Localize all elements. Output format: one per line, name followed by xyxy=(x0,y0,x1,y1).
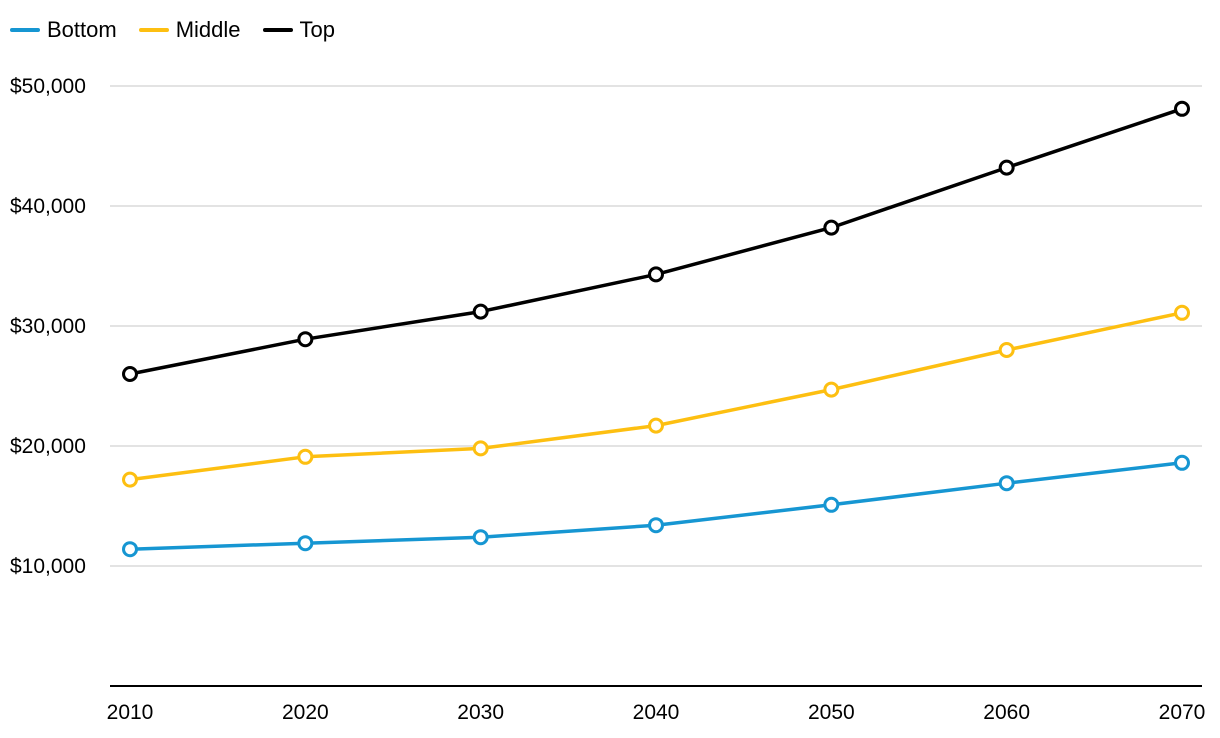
legend-item-middle: Middle xyxy=(138,16,241,44)
data-point-bottom-2020 xyxy=(297,535,314,552)
data-point-bottom-2060 xyxy=(998,475,1015,492)
legend-swatch-bottom xyxy=(10,28,40,32)
data-point-middle-2020 xyxy=(297,448,314,465)
y-tick-label: $40,000 xyxy=(10,195,86,218)
legend-item-bottom: Bottom xyxy=(10,16,117,44)
y-tick-label: $50,000 xyxy=(10,75,86,98)
series-line-top xyxy=(129,107,1183,376)
data-point-bottom-2040 xyxy=(648,517,664,534)
y-axis-ticks: $10,000 $20,000 $30,000 $40,000 $50,000 xyxy=(10,75,86,578)
data-point-top-2040 xyxy=(648,266,664,283)
x-tick-label: 2070 xyxy=(1159,701,1206,724)
series-points xyxy=(122,100,1190,558)
legend-label-bottom: Bottom xyxy=(47,17,117,42)
chart-legend: Bottom Middle Top xyxy=(10,16,357,44)
data-point-middle-2060 xyxy=(998,342,1015,358)
data-point-top-2010 xyxy=(122,366,138,382)
data-point-bottom-2030 xyxy=(472,529,489,546)
y-tick-label: $30,000 xyxy=(10,315,86,338)
x-tick-label: 2010 xyxy=(107,701,154,724)
x-axis-ticks: 2010 2020 2030 2040 2050 2060 2070 xyxy=(107,701,1206,724)
data-point-bottom-2070 xyxy=(1174,454,1190,471)
data-point-top-2070 xyxy=(1174,100,1190,117)
data-point-top-2020 xyxy=(297,331,314,348)
data-point-middle-2030 xyxy=(472,440,489,457)
legend-item-top: Top xyxy=(262,16,335,44)
data-point-bottom-2050 xyxy=(823,496,840,513)
legend-label-middle: Middle xyxy=(175,17,241,42)
data-point-top-2060 xyxy=(998,159,1015,176)
series-line-middle xyxy=(129,311,1183,482)
grid-lines xyxy=(110,85,1202,567)
series-lines xyxy=(129,107,1183,551)
y-tick-label: $10,000 xyxy=(10,555,86,578)
y-tick-label: $20,000 xyxy=(10,435,86,458)
series-line-bottom xyxy=(129,461,1183,551)
legend-swatch-middle xyxy=(138,28,169,32)
x-tick-label: 2020 xyxy=(282,701,329,724)
legend-label-top: Top xyxy=(299,17,335,42)
data-point-middle-2070 xyxy=(1174,304,1190,321)
data-point-middle-2010 xyxy=(122,471,138,488)
data-point-top-2030 xyxy=(472,303,489,320)
x-tick-label: 2040 xyxy=(633,701,680,724)
x-tick-label: 2060 xyxy=(983,701,1030,724)
x-tick-label: 2030 xyxy=(457,701,504,724)
data-point-middle-2040 xyxy=(648,417,664,434)
data-point-bottom-2010 xyxy=(122,541,138,558)
x-tick-label: 2050 xyxy=(808,701,855,724)
data-point-middle-2050 xyxy=(823,381,840,398)
legend-swatch-top xyxy=(262,28,293,32)
data-point-top-2050 xyxy=(823,219,840,236)
